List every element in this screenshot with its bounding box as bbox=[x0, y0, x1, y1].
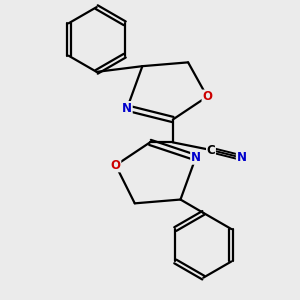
Text: N: N bbox=[122, 102, 132, 115]
Text: O: O bbox=[111, 159, 121, 172]
Text: C: C bbox=[207, 143, 215, 157]
Text: N: N bbox=[191, 151, 201, 164]
Text: O: O bbox=[202, 90, 212, 103]
Text: N: N bbox=[236, 151, 247, 164]
